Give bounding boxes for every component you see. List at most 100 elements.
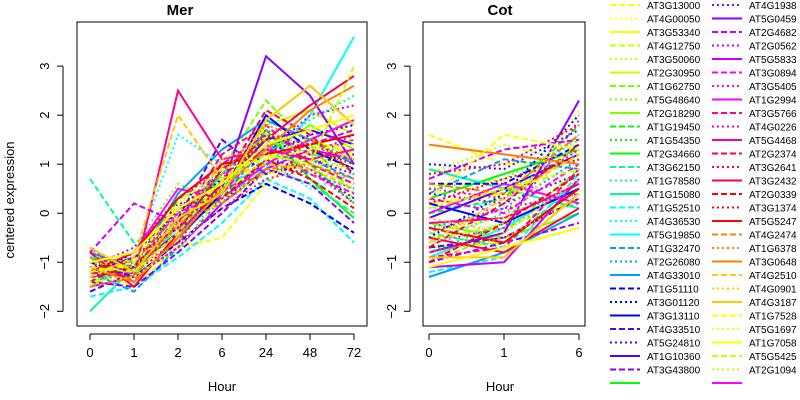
- legend-label: AT3G50060: [647, 55, 701, 66]
- series-line: [428, 158, 580, 205]
- legend-label: AT2G0339: [749, 190, 797, 201]
- x-tick-label: 0: [425, 345, 432, 360]
- legend-label: AT1G15080: [647, 190, 701, 201]
- series-line: [428, 226, 580, 269]
- y-tick-label: 2: [37, 112, 52, 119]
- y-tick-label: 3: [384, 63, 399, 70]
- series-line: [428, 192, 580, 234]
- series-line: [89, 114, 355, 264]
- legend-label: AT4G33010: [647, 271, 701, 282]
- legend-label: AT1G62750: [647, 82, 701, 93]
- series-line: [89, 123, 355, 264]
- series-line: [428, 158, 580, 195]
- legend-label: AT5G24810: [647, 339, 701, 350]
- x-tick-label: 6: [218, 345, 225, 360]
- series-line: [428, 114, 580, 239]
- legend-label: AT1G7528: [749, 312, 797, 323]
- legend-label: AT4G33510: [647, 325, 701, 336]
- series-line: [89, 123, 355, 278]
- legend-label: AT3G0648: [749, 258, 797, 269]
- series-line: [428, 187, 580, 244]
- legend-label: AT2G18290: [647, 109, 701, 120]
- legend-label: AT1G51110: [647, 285, 699, 296]
- legend-label: AT4G0226: [749, 123, 797, 134]
- legend-label: AT5G5247: [749, 217, 797, 228]
- series-line: [428, 139, 580, 244]
- legend-label: AT3G5766: [749, 109, 797, 120]
- legend-label: AT3G53340: [647, 28, 701, 39]
- series-line: [89, 94, 355, 278]
- x-tick-label: 48: [303, 345, 317, 360]
- legend-label: AT2G30950: [647, 69, 701, 80]
- series-line: [89, 65, 355, 274]
- x-tick-label: 2: [174, 345, 181, 360]
- series-line: [428, 173, 580, 205]
- series-line: [428, 138, 580, 190]
- legend-label: AT4G36530: [647, 217, 701, 228]
- series-line: [89, 109, 355, 283]
- series-line: [428, 173, 580, 264]
- y-tick-label: 2: [384, 112, 399, 119]
- x-tick-label: 24: [259, 345, 273, 360]
- x-tick-label: 0: [86, 345, 93, 360]
- legend-label: AT3G62150: [647, 163, 701, 174]
- legend-label: AT1G32470: [647, 244, 701, 255]
- legend-label: AT1G52510: [647, 204, 701, 215]
- y-axis-label: centered expression: [2, 141, 17, 258]
- series-line: [429, 192, 580, 259]
- legend-label: AT3G5405: [749, 82, 797, 93]
- legend-label: AT3G0894: [749, 69, 797, 80]
- legend-label: AT2G0562: [749, 42, 797, 53]
- series-line: [428, 119, 580, 244]
- legend-label: AT3G1374: [749, 204, 797, 215]
- series-line: [89, 158, 355, 278]
- legend-label: AT4G2474: [749, 231, 797, 242]
- series-lines-mer: [89, 36, 355, 313]
- legend-label: AT5G5833: [749, 55, 797, 66]
- y-tick-label: −1: [384, 255, 399, 270]
- legend-label: AT4G1938: [749, 1, 797, 12]
- series-line: [428, 138, 580, 180]
- legend-label: AT1G19450: [647, 123, 701, 134]
- legend-label: AT2G26080: [647, 258, 701, 269]
- y-tick-label: 0: [384, 210, 399, 217]
- series-line: [428, 163, 580, 215]
- series-line: [428, 182, 580, 215]
- legend-label: AT1G7058: [749, 339, 797, 350]
- plot-frame-mer: [76, 21, 368, 327]
- legend-label: AT2G2374: [749, 150, 797, 161]
- legend-label: AT4G00050: [647, 15, 701, 26]
- panel-cot: Cot 0 1 6 −2 −1 0 1 2 3 Hour: [384, 2, 586, 394]
- legend-label: AT5G0459: [749, 15, 797, 26]
- legend-label: AT2G4682: [749, 28, 797, 39]
- series-line: [428, 124, 580, 175]
- legend-label: AT3G2432: [749, 177, 797, 188]
- y-tick-label: −2: [37, 304, 52, 319]
- panel-mer: Mer 0 1 2 6 24 48 72 −2 −1 0 1 2 3 centered expressi…: [2, 2, 368, 394]
- legend-label: AT5G1697: [749, 325, 797, 336]
- x-axis-label-mer: Hour: [208, 379, 237, 394]
- legend-label: AT2G34660: [647, 150, 701, 161]
- y-tick-label: 1: [37, 161, 52, 168]
- y-tick-label: −1: [37, 255, 52, 270]
- axes-mer: 0 1 2 6 24 48 72 −2 −1 0 1 2 3: [37, 63, 361, 360]
- legend-label: AT5G48640: [647, 96, 701, 107]
- x-tick-label: 1: [500, 345, 507, 360]
- series-line: [428, 143, 580, 166]
- series-line: [428, 109, 580, 234]
- legend-label: AT1G2994: [749, 96, 797, 107]
- legend-label: AT5G5425: [749, 352, 797, 363]
- series-line: [89, 163, 355, 288]
- series-lines-cot: [428, 100, 580, 278]
- legend-label: AT3G13110: [647, 312, 700, 323]
- x-axis-label-cot: Hour: [486, 379, 515, 394]
- y-tick-label: 0: [37, 210, 52, 217]
- legend-label: AT1G6378: [749, 244, 797, 255]
- series-line: [89, 133, 355, 278]
- plot-frame-cot: [422, 21, 586, 327]
- legend-label: AT3G43800: [647, 366, 701, 377]
- legend-label: AT1G78580: [647, 177, 701, 188]
- series-line: [428, 134, 580, 195]
- y-tick-label: 3: [37, 63, 52, 70]
